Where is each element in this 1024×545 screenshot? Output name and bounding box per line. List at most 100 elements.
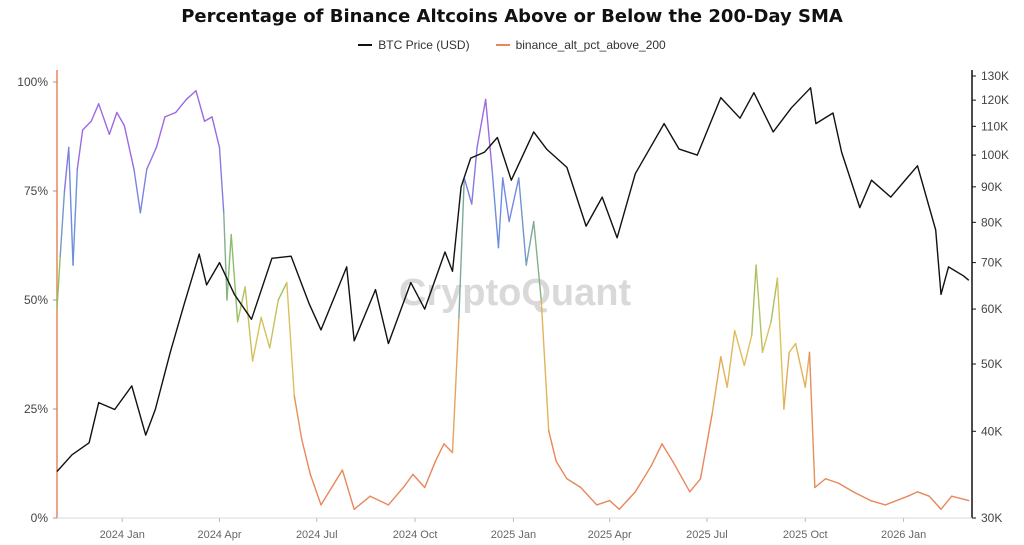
- alt-series-segment: [211, 116, 221, 149]
- alt-series-segment: [770, 277, 779, 323]
- alt-series-segment: [116, 111, 126, 127]
- alt-series-segment: [251, 316, 262, 362]
- alt-series-segment: [90, 103, 100, 122]
- alt-series-segment: [72, 168, 79, 266]
- alt-series-segment: [341, 469, 355, 510]
- alt-series-segment: [226, 233, 232, 301]
- alt-series-segment: [56, 255, 61, 310]
- alt-series-segment: [476, 98, 487, 149]
- alt-series-segment: [443, 443, 454, 454]
- legend-swatch-alt: [495, 44, 510, 46]
- x-tick-label: 2024 Jan: [100, 529, 145, 541]
- alt-series-segment: [518, 177, 527, 266]
- alt-series-segment: [155, 116, 166, 149]
- alt-series-segment: [353, 495, 371, 510]
- left-tick-label: 25%: [24, 402, 48, 416]
- legend-item-btc[interactable]: BTC Price (USD): [358, 38, 470, 52]
- alt-series-segment: [185, 90, 197, 101]
- alt-series-segment: [269, 299, 279, 349]
- alt-series-segment: [751, 264, 757, 336]
- alt-series-segment: [733, 329, 746, 367]
- alt-series-segment: [580, 486, 598, 506]
- alt-series-segment: [309, 473, 322, 506]
- alt-series-segment: [218, 146, 225, 214]
- right-tick-label: 50K: [981, 357, 1002, 371]
- alt-series-segment: [755, 264, 764, 354]
- alt-series-segment: [277, 281, 288, 301]
- left-tick-label: 75%: [24, 184, 48, 198]
- alt-series-segment: [195, 90, 206, 122]
- legend-label-btc: BTC Price (USD): [378, 38, 470, 52]
- alt-series-segment: [907, 491, 919, 497]
- watermark-text: CryptoQuant: [399, 272, 632, 314]
- alt-series-segment: [458, 177, 465, 319]
- alt-series-segment: [884, 495, 909, 506]
- x-tick-label: 2025 Oct: [783, 529, 828, 541]
- alt-series-segment: [133, 168, 142, 214]
- legend-swatch-btc: [358, 44, 373, 46]
- alt-series-segment: [174, 98, 188, 114]
- alt-series-segment: [672, 460, 691, 493]
- alt-series-segment: [260, 316, 271, 349]
- alt-series-segment: [301, 438, 312, 476]
- legend-item-alt[interactable]: binance_alt_pct_above_200: [495, 38, 666, 52]
- alt-series-segment: [596, 499, 611, 506]
- right-tick-label: 130K: [981, 69, 1009, 83]
- x-tick-label: 2026 Jan: [881, 529, 926, 541]
- x-tick-label: 2025 Jan: [491, 529, 536, 541]
- right-tick-label: 80K: [981, 215, 1002, 229]
- alt-series-segment: [720, 355, 728, 388]
- alt-series-segment: [508, 177, 520, 223]
- alt-series-segment: [59, 190, 66, 258]
- alt-series-segment: [533, 220, 542, 301]
- alt-series-segment: [402, 473, 414, 489]
- right-tick-label: 30K: [981, 511, 1002, 525]
- chart-title: Percentage of Binance Altcoins Above or …: [181, 6, 843, 27]
- alt-series-segment: [689, 478, 702, 493]
- right-tick-label: 40K: [981, 424, 1002, 438]
- alt-series-segment: [286, 281, 296, 397]
- alt-series-segment: [650, 443, 663, 467]
- alt-series-segment: [783, 351, 790, 410]
- alt-series-segment: [726, 329, 736, 388]
- alt-series-segment: [540, 299, 550, 432]
- alt-series-segment: [852, 491, 872, 502]
- alt-series-segment: [123, 124, 135, 170]
- alt-series-segment: [369, 495, 390, 506]
- alt-series-segment: [916, 491, 930, 497]
- alt-series-segment: [223, 212, 228, 301]
- alt-series-segment: [451, 316, 460, 454]
- alt-series-segment: [97, 103, 111, 136]
- legend: BTC Price (USD) binance_alt_pct_above_20…: [0, 38, 1024, 52]
- alt-series-segment: [387, 486, 405, 506]
- alt-series-segment: [555, 460, 568, 480]
- left-tick-label: 50%: [24, 293, 48, 307]
- alt-series-segment: [761, 321, 772, 354]
- alt-series-segment: [164, 111, 177, 118]
- alt-series-segment: [869, 499, 887, 506]
- alt-series-segment: [497, 177, 504, 249]
- alt-series-segment: [525, 220, 535, 266]
- right-tick-label: 60K: [981, 302, 1002, 316]
- alt-series-segment: [412, 473, 426, 489]
- alt-series-segment: [293, 395, 303, 441]
- watermark-layer: CryptoQuant: [399, 272, 632, 314]
- x-tick-label: 2025 Apr: [588, 529, 632, 541]
- x-tick-label: 2024 Apr: [197, 529, 241, 541]
- alt-series-segment: [928, 495, 942, 510]
- alt-series-segment: [320, 486, 333, 506]
- alt-series-segment: [76, 129, 84, 170]
- x-tick-label: 2024 Jul: [296, 529, 338, 541]
- btc-price-line: [56, 87, 970, 472]
- alt-series-segment: [471, 146, 478, 205]
- right-tick-label: 100K: [981, 148, 1009, 162]
- alt-series-segment: [63, 146, 70, 192]
- alt-series-segment: [699, 412, 713, 480]
- alt-series-segment: [804, 351, 811, 388]
- right-tick-label: 90K: [981, 180, 1002, 194]
- alt-series-segment: [824, 478, 840, 484]
- alt-series-segment: [711, 355, 722, 415]
- alt-series-segment: [484, 98, 493, 170]
- alt-series-segment: [502, 177, 510, 223]
